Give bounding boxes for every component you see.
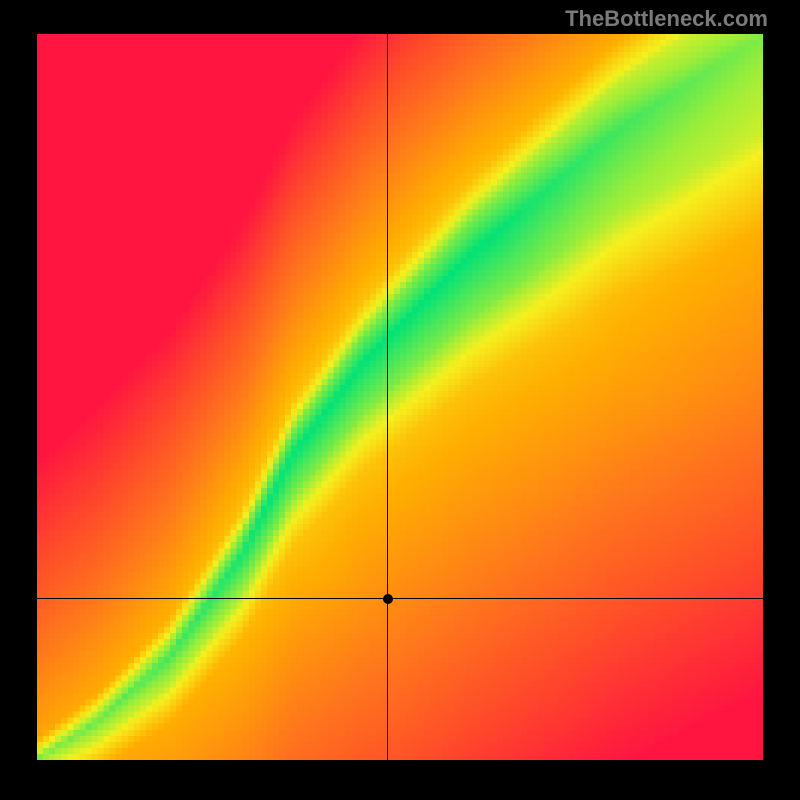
- bottleneck-heatmap: [37, 34, 763, 760]
- watermark-text: TheBottleneck.com: [565, 6, 768, 32]
- data-point-marker: [383, 594, 393, 604]
- chart-container: TheBottleneck.com: [0, 0, 800, 800]
- crosshair-vertical: [387, 34, 388, 760]
- crosshair-horizontal: [37, 598, 763, 599]
